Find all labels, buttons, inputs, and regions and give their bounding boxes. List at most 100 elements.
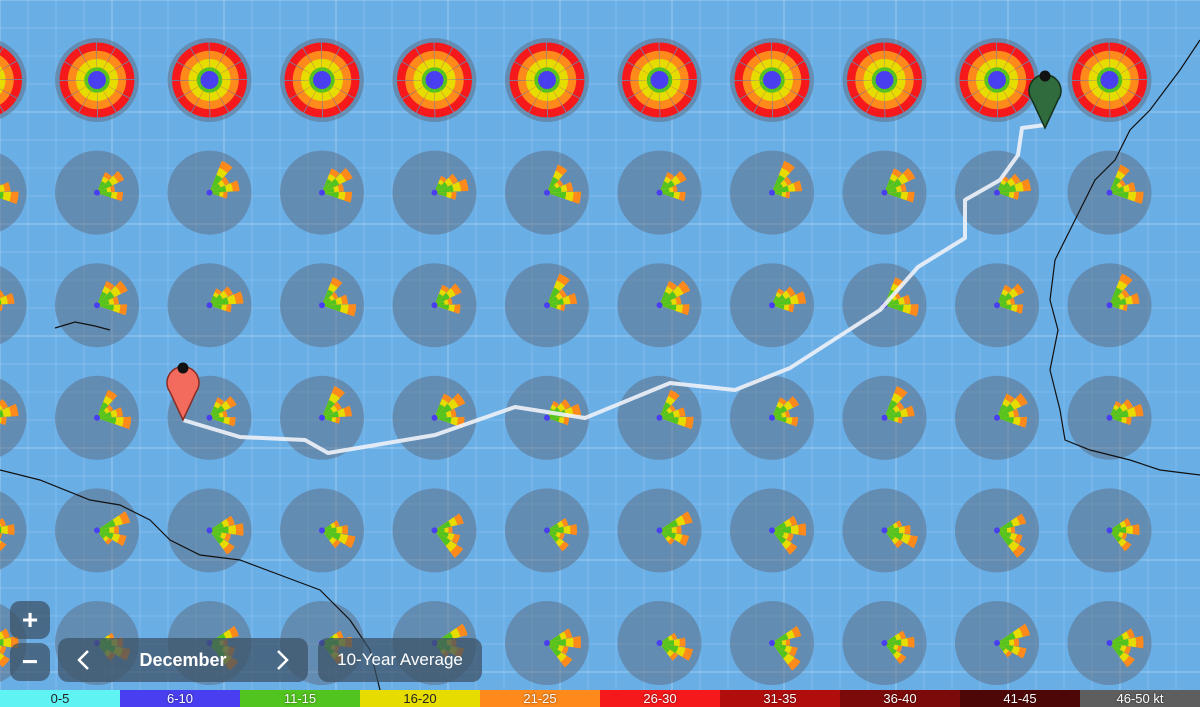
wind-rose-sector <box>0 80 6 91</box>
wind-rose-sector <box>322 304 342 312</box>
wind-rose <box>842 488 927 573</box>
wind-rose-sector <box>97 527 110 533</box>
end-pin[interactable] <box>1028 70 1062 130</box>
wind-rose-sector <box>547 634 562 643</box>
wind-rose-sector <box>97 291 115 306</box>
wind-rose <box>505 38 589 122</box>
wind-rose-sector <box>0 417 2 424</box>
wind-rose-sector <box>97 181 106 193</box>
average-mode-button[interactable]: 10-Year Average <box>318 638 482 682</box>
wind-rose <box>1067 263 1152 348</box>
wind-rose-center <box>94 302 100 309</box>
wind-rose-background <box>0 378 27 457</box>
wind-rose-sector <box>0 65 3 71</box>
wind-rose-sector <box>997 530 1012 539</box>
wind-rose-sector <box>322 527 337 533</box>
wind-rose-center <box>544 189 550 196</box>
wind-rose-sector <box>209 294 223 306</box>
start-pin[interactable] <box>166 362 200 422</box>
wind-rose-sector <box>884 530 895 541</box>
wind-rose-center <box>769 527 775 534</box>
wind-rose-sector <box>322 179 332 193</box>
wind-rose <box>955 488 1039 573</box>
wind-rose-sector <box>547 176 559 193</box>
wind-rose <box>617 150 702 235</box>
wind-rose-sector <box>547 192 567 199</box>
wind-rose-sector <box>997 293 1013 306</box>
wind-rose-sector <box>0 88 10 105</box>
wind-rose-center <box>881 640 888 646</box>
wind-rose-sector <box>884 636 897 643</box>
wind-rose-center <box>313 71 331 89</box>
wind-rose-center <box>881 527 888 534</box>
wind-rose-sector <box>997 293 1006 306</box>
wind-rose-sector <box>997 640 1010 645</box>
wind-rose <box>1067 488 1152 573</box>
wind-rose <box>842 38 927 122</box>
coastline <box>54 321 111 331</box>
wind-rose-sector <box>1109 176 1121 193</box>
wind-rose-sector <box>209 185 227 193</box>
wind-rose-sector <box>884 530 904 541</box>
previous-month[interactable] <box>76 649 90 671</box>
wind-rose-sector <box>434 184 454 193</box>
wind-rose <box>730 150 814 235</box>
wind-rose-sector <box>547 287 560 306</box>
wind-rose-sector <box>0 184 5 192</box>
wind-rose-sector <box>997 404 1015 418</box>
wind-rose-sector <box>1109 639 1129 647</box>
wind-rose-sector <box>209 526 229 534</box>
wind-rose <box>167 150 252 235</box>
wind-rose-sector <box>97 304 114 311</box>
wind-rose-sector <box>0 45 3 52</box>
wind-rose-sector <box>97 192 112 198</box>
wind-rose <box>392 488 477 573</box>
wind-rose-center <box>206 527 213 534</box>
legend-item: 11-15 <box>240 690 360 707</box>
wind-rose-sector <box>547 523 559 531</box>
wind-rose-sector <box>884 192 902 199</box>
zoom-in-button[interactable]: + <box>10 601 50 639</box>
wind-rose-center <box>538 71 556 89</box>
wind-rose <box>505 150 589 235</box>
wind-rose <box>1067 150 1152 235</box>
wind-rose <box>730 263 814 348</box>
wind-rose-sector <box>997 520 1014 531</box>
wind-rose <box>505 601 589 685</box>
wind-rose-sector <box>209 530 222 537</box>
next-month[interactable] <box>276 649 290 671</box>
wind-rose <box>730 375 814 460</box>
month-label: December <box>139 649 227 670</box>
wind-rose-center <box>431 302 438 309</box>
wind-rose-sector <box>1109 298 1127 306</box>
wind-rose-sector <box>1109 417 1122 422</box>
wind-rose-sector <box>547 639 567 647</box>
wind-rose <box>842 601 927 685</box>
wind-rose-sector <box>659 411 675 418</box>
wind-rose-center <box>200 71 219 89</box>
wind-rose-sector <box>434 417 452 424</box>
wind-rose-center <box>206 302 213 309</box>
zoom-out-button[interactable]: − <box>10 643 50 681</box>
wind-rose-sector <box>434 404 452 418</box>
wind-rose-sector <box>659 402 671 418</box>
wind-rose-sector <box>0 517 6 527</box>
wind-rose-sector <box>659 519 679 531</box>
wind-rose-sector <box>659 527 672 533</box>
wind-rose-sector <box>209 304 222 310</box>
wind-rose-sector <box>1109 192 1129 199</box>
wind-rose-center <box>1106 189 1113 196</box>
wind-rose-sector <box>434 404 445 418</box>
wind-rose-center <box>1106 640 1113 646</box>
wind-rose-sector <box>884 408 896 418</box>
wind-rose-center <box>319 302 325 309</box>
wind-rose-sector <box>997 404 1007 418</box>
wind-rose <box>617 601 702 685</box>
wind-rose <box>55 375 139 460</box>
wind-rose-sector <box>659 291 670 306</box>
wind-rose-sector <box>322 410 339 418</box>
wind-rose-sector <box>997 417 1014 424</box>
wind-rose-sector <box>97 291 107 306</box>
wind-rose-sector <box>0 295 8 305</box>
wind-rose-sector <box>772 643 787 651</box>
